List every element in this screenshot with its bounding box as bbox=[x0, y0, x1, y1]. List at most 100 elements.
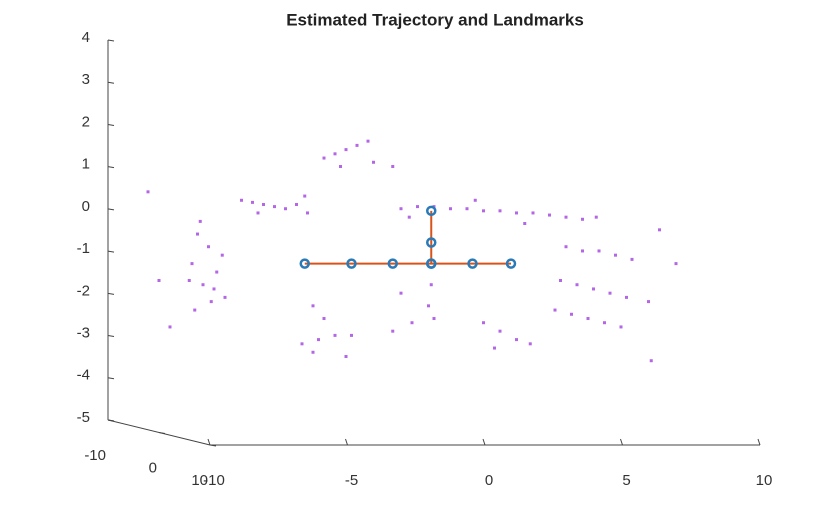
landmark bbox=[303, 194, 307, 198]
landmark bbox=[473, 198, 477, 202]
landmark bbox=[597, 249, 601, 253]
landmark bbox=[410, 321, 414, 325]
z-tick bbox=[107, 377, 115, 380]
landmark bbox=[449, 207, 452, 211]
landmark bbox=[608, 291, 612, 295]
landmark bbox=[619, 325, 623, 329]
x-tick bbox=[620, 438, 623, 446]
trajectory-line bbox=[304, 210, 511, 265]
landmark bbox=[581, 217, 584, 221]
landmark bbox=[614, 253, 617, 257]
landmark bbox=[256, 211, 260, 215]
y-tick bbox=[209, 444, 217, 447]
landmark bbox=[399, 291, 403, 295]
x-tick-label: -5 bbox=[345, 472, 358, 489]
landmark bbox=[311, 304, 315, 308]
landmark bbox=[333, 333, 337, 337]
y-tick-label: 10 bbox=[191, 472, 208, 489]
landmark bbox=[548, 213, 551, 217]
landmark bbox=[586, 317, 590, 320]
landmark bbox=[215, 270, 219, 274]
landmark bbox=[658, 228, 661, 232]
landmark bbox=[630, 257, 634, 261]
landmark bbox=[564, 215, 568, 219]
landmark bbox=[198, 219, 202, 223]
z-tick-label: -2 bbox=[77, 282, 90, 299]
landmark bbox=[196, 232, 199, 236]
landmark bbox=[523, 222, 527, 225]
landmark bbox=[295, 203, 298, 206]
landmark bbox=[515, 338, 518, 342]
landmark bbox=[187, 279, 191, 282]
landmark bbox=[251, 200, 254, 204]
x-tick-label: 5 bbox=[622, 472, 630, 489]
trajectory-point bbox=[346, 258, 357, 269]
trajectory-point bbox=[426, 258, 437, 269]
landmark bbox=[427, 304, 430, 308]
landmark bbox=[594, 215, 598, 219]
landmark bbox=[157, 279, 161, 282]
landmark bbox=[603, 321, 606, 325]
z-tick bbox=[107, 250, 115, 253]
landmark bbox=[209, 300, 213, 304]
x-tick-label: 10 bbox=[756, 472, 773, 489]
z-tick-label: 3 bbox=[82, 71, 90, 88]
landmark bbox=[207, 245, 210, 249]
landmark bbox=[531, 211, 535, 215]
landmark bbox=[482, 209, 485, 213]
x-tick-label: -10 bbox=[203, 472, 225, 489]
trajectory-point bbox=[387, 258, 398, 269]
landmark bbox=[498, 329, 502, 333]
x-tick-label: 0 bbox=[485, 472, 493, 489]
z-tick bbox=[107, 208, 115, 211]
landmark bbox=[482, 321, 485, 325]
landmark bbox=[570, 312, 573, 316]
trajectory-point bbox=[299, 258, 310, 269]
chart-title: Estimated Trajectory and Landmarks bbox=[286, 10, 584, 29]
landmark bbox=[220, 253, 224, 257]
z-tick-label: -1 bbox=[77, 240, 90, 257]
landmark bbox=[273, 205, 276, 209]
landmark bbox=[306, 211, 309, 215]
landmark bbox=[168, 325, 172, 329]
z-tick bbox=[107, 166, 115, 169]
landmark bbox=[674, 262, 678, 266]
landmark bbox=[355, 143, 359, 147]
landmark bbox=[564, 245, 568, 249]
trajectory-point bbox=[426, 237, 437, 248]
landmark bbox=[625, 295, 628, 299]
landmark bbox=[201, 283, 205, 287]
z-tick bbox=[107, 39, 115, 42]
landmark bbox=[575, 283, 579, 287]
landmark bbox=[190, 262, 194, 266]
landmark bbox=[581, 249, 584, 253]
landmark bbox=[515, 211, 518, 215]
y-tick bbox=[107, 419, 115, 422]
landmark bbox=[649, 359, 653, 363]
landmark bbox=[344, 148, 348, 152]
z-tick-label: 4 bbox=[82, 29, 90, 46]
landmark bbox=[372, 160, 375, 164]
landmark bbox=[262, 203, 265, 206]
y-tick bbox=[158, 432, 166, 434]
trajectory-point bbox=[467, 258, 478, 269]
z-tick-label: -3 bbox=[77, 325, 90, 342]
landmark bbox=[416, 205, 419, 209]
landmark bbox=[212, 287, 216, 291]
landmark bbox=[317, 338, 320, 342]
z-tick bbox=[107, 81, 115, 84]
landmark bbox=[339, 165, 342, 168]
landmark bbox=[333, 152, 337, 156]
y-tick-label: 0 bbox=[149, 459, 157, 476]
landmark bbox=[322, 156, 326, 160]
z-tick bbox=[107, 292, 115, 295]
landmark bbox=[146, 190, 150, 194]
x-tick bbox=[482, 438, 486, 446]
z-tick-label: -5 bbox=[77, 409, 90, 426]
x-tick bbox=[207, 438, 211, 446]
landmark bbox=[193, 308, 197, 312]
landmark bbox=[528, 342, 532, 346]
z-tick-label: 0 bbox=[82, 198, 90, 215]
